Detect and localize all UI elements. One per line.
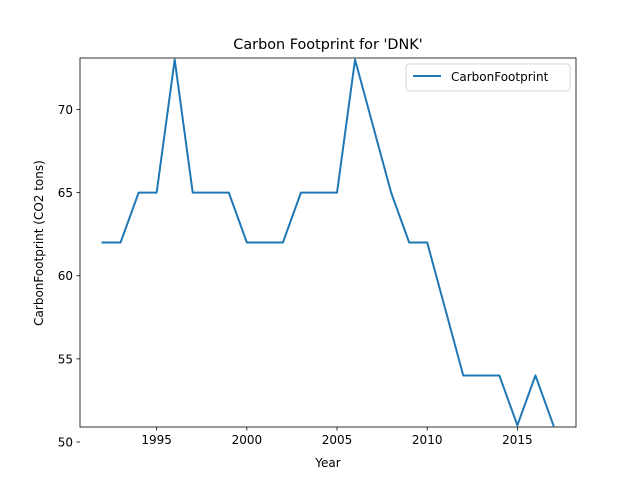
legend-label: CarbonFootprint — [451, 70, 549, 84]
legend: CarbonFootprint — [405, 63, 571, 92]
legend-box — [405, 63, 571, 92]
series-line — [101, 58, 555, 427]
y-tick-label: 70 — [58, 103, 73, 117]
x-axis-label: Year — [314, 456, 340, 470]
y-tick-label: 65 — [58, 186, 73, 200]
x-tick-label: 1995 — [141, 433, 172, 447]
y-axis-label: CarbonFootprint (CO2 tons) — [32, 160, 46, 326]
plot-frame — [79, 57, 577, 428]
plot-area — [80, 58, 576, 427]
y-tick-label: 55 — [58, 352, 73, 366]
y-tick-label: 50 — [58, 435, 73, 449]
x-axis-ticks: 1995 2000 2005 2010 2015 — [141, 427, 533, 447]
x-tick-label: 2010 — [412, 433, 443, 447]
x-tick-label: 2005 — [322, 433, 353, 447]
chart-title: Carbon Footprint for 'DNK' — [233, 37, 422, 53]
y-axis-ticks: 50 55 60 65 70 — [58, 103, 80, 449]
series-layer — [101, 58, 555, 427]
y-tick-label: 60 — [58, 269, 73, 283]
x-tick-label: 2015 — [502, 433, 533, 447]
x-tick-label: 2000 — [232, 433, 263, 447]
